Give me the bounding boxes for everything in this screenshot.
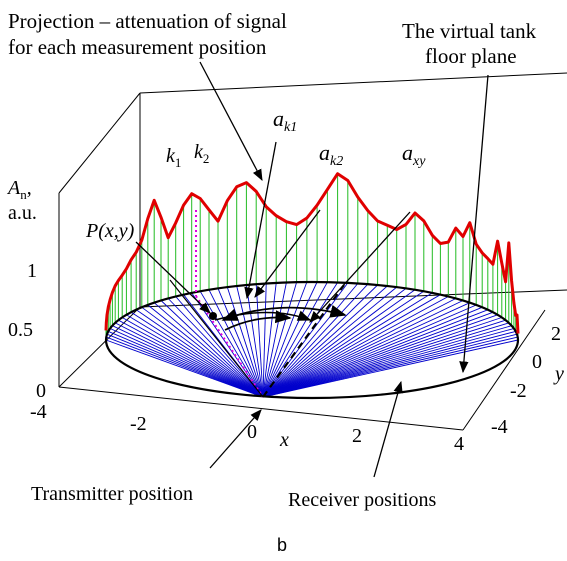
label-k2: k2 [194,141,209,166]
tank-floor-ellipse [104,280,520,400]
virtual-tank-annotation-line2: floor plane [425,44,517,68]
receiver-ray [262,281,328,398]
point-p-marker [209,312,217,320]
receiver-ray [262,311,494,398]
label-k1: k1 [166,145,181,170]
receivers-annotation: Receiver positions [288,489,437,511]
x-axis-label: x [279,429,289,451]
z-axis-unit: a.u. [8,202,37,224]
receiver-ray [236,285,264,398]
receiver-ray [262,283,369,398]
receiver-ray [130,311,264,398]
receiver-ray [262,282,298,398]
receiver-ray [112,325,264,398]
x-tick-neg4: -4 [30,401,47,423]
z-tick-1: 1 [27,260,37,282]
receiver-ray [262,294,441,398]
receiver-ray [262,281,318,398]
receiver-ray [262,317,502,398]
receiver-ray [262,285,388,398]
y-tick-0: 0 [532,351,542,373]
x-tick-0: 0 [247,421,257,443]
label-axy: axy [402,140,426,169]
receiver-ray [262,322,509,398]
receiver-ray [262,304,477,398]
receiver-ray [118,319,264,398]
receiver-ray [262,298,457,398]
x-tick-neg2: -2 [130,413,147,435]
receiver-ray [106,336,264,398]
projection-annotation-line2: for each measurement position [8,35,267,59]
receiver-ray [262,302,470,398]
receiver-ray [135,309,264,398]
figure-caption: b [277,535,287,555]
receiver-ray [262,296,449,398]
receiver-ray [262,281,308,398]
receiver-ray [114,322,264,398]
y-tick-neg4: -4 [491,416,508,438]
receiver-ray [108,330,264,398]
receiver-ray [167,298,264,398]
receiver-ray [262,290,425,398]
receiver-ray [262,283,267,398]
receiver-ray [262,309,488,398]
virtual-tank-annotation-line1: The virtual tank [402,19,537,43]
receiver-ray [255,284,264,398]
annotation-arrows [135,61,489,478]
receiver-ray [262,306,483,398]
receiver-ray [262,292,433,398]
receiver-ray [126,314,264,398]
z-tick-0-5: 0.5 [8,319,33,341]
receiver-ray [262,333,518,398]
y-tick-2: 2 [551,323,561,345]
receiver-ray [147,304,264,398]
transmitter-annotation: Transmitter position [31,483,193,505]
x-tick-2: 2 [352,425,362,447]
receiver-ray [262,288,407,398]
receiver-ray [262,282,338,398]
receiver-ray [262,284,378,398]
y-axis-label: y [553,363,564,385]
y-tick-neg2: -2 [510,380,527,402]
receiver-ray [262,314,498,398]
receiver-ray [141,306,264,398]
receiver-ray [105,339,264,398]
x-tick-4: 4 [454,433,464,455]
label-ak2: ak2 [319,140,343,169]
receiver-ray [262,339,519,398]
receiver-ray [262,286,397,398]
receiver-ray [106,333,264,398]
arc-axy [214,310,312,321]
receiver-ray [262,282,349,398]
z-tick-0: 0 [36,380,46,402]
projection-curve [104,172,520,334]
projection-annotation-line1: Projection – attenuation of signal [8,9,287,33]
z-axis-label: An, [6,177,32,202]
receiver-ray [160,300,264,398]
axis-box [58,72,567,431]
receiver-ray [262,336,518,398]
label-ak1: ak1 [273,106,297,135]
receiver-ray [208,289,264,398]
projection-stems [105,173,519,340]
receiver-ray [153,302,264,398]
receiver-ray [262,289,416,398]
label-point-p: P(x,y) [85,220,135,242]
receiver-ray [262,300,464,398]
receiver-ray [121,317,264,398]
ray-to-point [169,279,264,398]
receiver-ray [262,282,277,398]
receiver-ray [262,328,515,398]
arc-ak2 [224,310,292,331]
receiver-ray [262,330,516,398]
receiver-ray [262,319,506,398]
receiver-ray [175,296,264,398]
receiver-ray [109,328,264,398]
receiver-rays [105,281,519,398]
receiver-ray [245,284,264,398]
receiver-ray [262,325,512,398]
receiver-ray [262,283,359,398]
receiver-ray [262,282,287,398]
